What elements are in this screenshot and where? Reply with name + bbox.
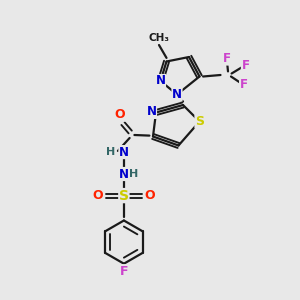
Text: F: F (240, 78, 248, 91)
Text: N: N (155, 74, 166, 88)
Text: N: N (146, 105, 157, 119)
Text: CH₃: CH₃ (148, 33, 170, 43)
Text: O: O (115, 108, 125, 121)
Text: S: S (195, 115, 204, 128)
Text: N: N (172, 88, 182, 101)
Text: H: H (106, 147, 116, 157)
Text: O: O (145, 189, 155, 202)
Text: N: N (119, 146, 129, 159)
Text: S: S (119, 189, 129, 202)
Text: F: F (120, 265, 128, 278)
Text: O: O (92, 189, 103, 202)
Text: H: H (130, 169, 139, 179)
Text: N: N (119, 167, 129, 181)
Text: F: F (242, 59, 249, 72)
Text: F: F (223, 52, 230, 65)
